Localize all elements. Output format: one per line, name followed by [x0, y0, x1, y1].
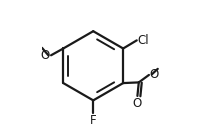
Text: O: O: [40, 49, 49, 62]
Text: O: O: [133, 97, 142, 110]
Text: O: O: [150, 68, 159, 81]
Text: Cl: Cl: [137, 34, 149, 47]
Text: F: F: [90, 114, 97, 127]
